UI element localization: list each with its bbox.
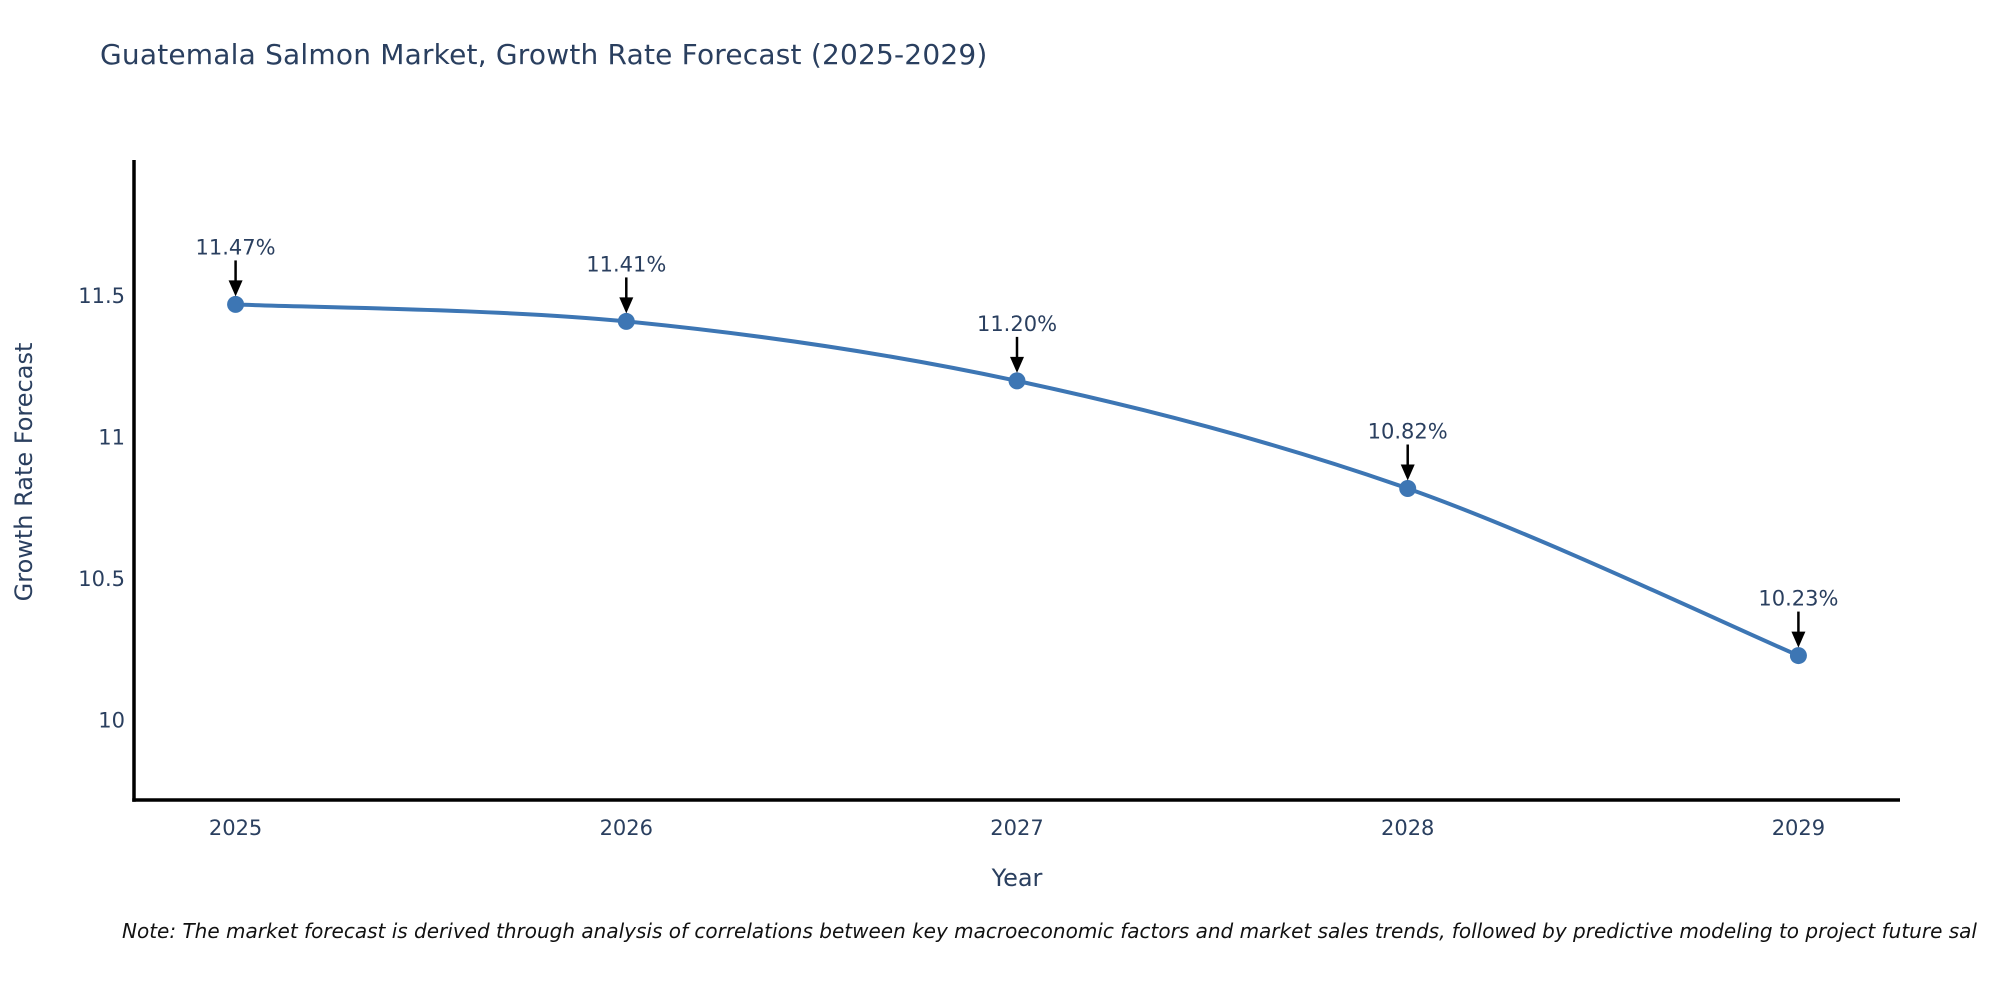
annotation-arrow-head bbox=[1791, 631, 1806, 648]
data-point-marker bbox=[1789, 647, 1807, 665]
data-point-marker bbox=[1008, 372, 1026, 390]
annotation-arrow-head bbox=[228, 280, 243, 297]
point-annotation-label: 11.41% bbox=[586, 252, 666, 276]
annotation-arrow-head bbox=[1010, 356, 1024, 373]
x-tick-label: 2026 bbox=[600, 816, 653, 840]
data-point-marker bbox=[617, 312, 635, 330]
point-annotation-label: 11.20% bbox=[977, 312, 1057, 336]
x-axis-title: Year bbox=[991, 864, 1043, 892]
x-tick-label: 2027 bbox=[990, 816, 1043, 840]
data-point-marker bbox=[227, 295, 245, 313]
y-tick-label: 11.5 bbox=[78, 284, 125, 308]
chart-title: Guatemala Salmon Market, Growth Rate For… bbox=[100, 38, 988, 71]
y-tick-label: 10.5 bbox=[78, 567, 125, 591]
x-tick-label: 2029 bbox=[1772, 816, 1825, 840]
annotation-arrow-head bbox=[1400, 464, 1415, 481]
point-annotation-label: 10.23% bbox=[1758, 587, 1838, 611]
data-point-marker bbox=[1399, 479, 1417, 497]
point-annotation-label: 11.47% bbox=[196, 235, 276, 259]
y-axis-title: Growth Rate Forecast bbox=[10, 342, 38, 602]
x-tick-label: 2028 bbox=[1381, 816, 1434, 840]
y-tick-label: 11 bbox=[98, 426, 125, 450]
annotation-arrow-head bbox=[619, 297, 634, 314]
point-annotation-label: 10.82% bbox=[1368, 419, 1448, 443]
x-tick-label: 2025 bbox=[209, 816, 262, 840]
y-tick-label: 10 bbox=[98, 709, 125, 733]
chart-footnote: Note: The market forecast is derived thr… bbox=[122, 919, 1977, 943]
